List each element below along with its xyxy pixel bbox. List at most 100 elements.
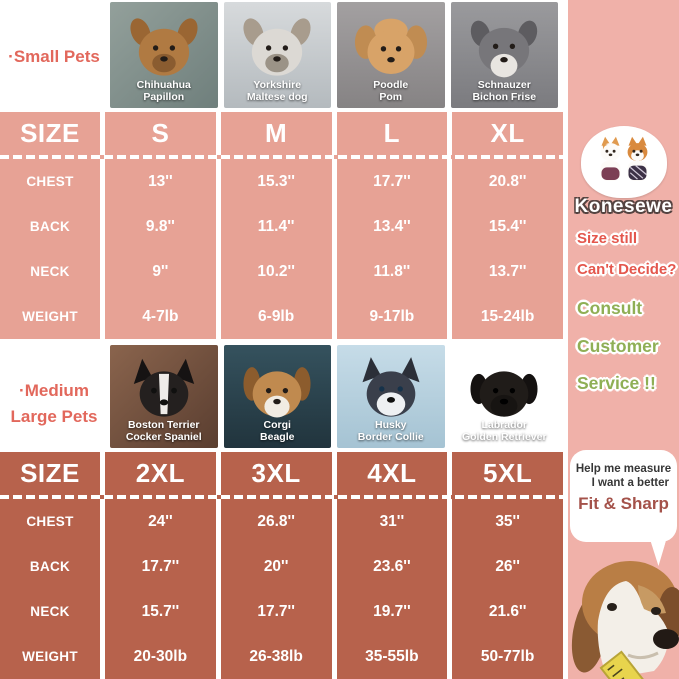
cell-value: 15-24lb bbox=[452, 294, 563, 339]
cell-value: 19.7'' bbox=[336, 589, 448, 634]
cell-value: 9'' bbox=[105, 249, 216, 294]
cell-value: 50-77lb bbox=[452, 634, 563, 679]
caption-line: Corgi bbox=[263, 418, 291, 431]
cell-value: 11.8'' bbox=[336, 249, 448, 294]
bubble-line: Help me measure bbox=[575, 463, 672, 475]
photo-chihuahua-papillon: Chihuahua Papillon bbox=[110, 2, 218, 108]
cell-value: 6-9lb bbox=[220, 294, 332, 339]
photo-caption: Schnauzer Bichon Frise bbox=[451, 79, 559, 104]
header-cell-m: M bbox=[220, 112, 332, 155]
caption-line: Cocker Spaniel bbox=[125, 431, 202, 444]
cell-value: 17.7'' bbox=[336, 159, 448, 204]
header-cell-2xl: 2XL bbox=[105, 452, 216, 495]
photo-caption: Labrador Golden Retriever bbox=[451, 419, 559, 444]
row-label: WEIGHT bbox=[0, 634, 100, 679]
table-row-back: BACK 9.8'' 11.4'' 13.4'' 15.4'' bbox=[0, 204, 563, 249]
brand-name: Konesewe bbox=[574, 196, 673, 217]
cell-value: 26.8'' bbox=[220, 499, 332, 544]
photo-yorkshire-maltese: Yorkshire Maltese dog bbox=[223, 2, 332, 108]
table-header-row: SIZE S M L XL bbox=[0, 112, 563, 155]
row-label: WEIGHT bbox=[0, 294, 100, 339]
size-table-large: SIZE 2XL 3XL 4XL 5XL CHEST 24'' 26.8'' 3… bbox=[0, 452, 563, 679]
cell-value: 15.7'' bbox=[105, 589, 216, 634]
cell-value: 20-30lb bbox=[105, 634, 216, 679]
photo-boston-terrier-cocker-spaniel: Boston Terrier Cocker Spaniel bbox=[110, 345, 218, 448]
dashed-divider bbox=[0, 155, 563, 159]
caption-line: Poodle bbox=[373, 78, 409, 91]
section-label-small-pets: ·Small Pets bbox=[2, 44, 106, 70]
bubble-line: I want a better bbox=[591, 477, 669, 489]
row-label: BACK bbox=[0, 544, 100, 589]
caption-line: Yorkshire bbox=[253, 78, 302, 91]
dashed-divider bbox=[0, 495, 563, 499]
cell-value: 24'' bbox=[105, 499, 216, 544]
table-row-chest: CHEST 24'' 26.8'' 31'' 35'' bbox=[0, 499, 563, 544]
size-still-text: Size still bbox=[577, 230, 638, 247]
photo-caption: Corgi Beagle bbox=[224, 419, 332, 444]
row-label: NECK bbox=[0, 589, 100, 634]
cell-value: 20.8'' bbox=[452, 159, 563, 204]
dog-face-icon bbox=[243, 18, 311, 77]
section-label-text: ·Medium bbox=[19, 381, 89, 400]
dog-face-icon bbox=[470, 371, 538, 417]
photo-husky-border-collie: Husky Border Collie bbox=[337, 345, 445, 448]
cell-value: 26'' bbox=[452, 544, 563, 589]
cell-value: 31'' bbox=[336, 499, 448, 544]
service-text: Service !! bbox=[577, 373, 656, 393]
cell-value: 10.2'' bbox=[220, 249, 332, 294]
dog-face-icon bbox=[362, 357, 420, 417]
header-cell-4xl: 4XL bbox=[336, 452, 448, 495]
cell-value: 4-7lb bbox=[105, 294, 216, 339]
cell-value: 23.6'' bbox=[336, 544, 448, 589]
cell-value: 26-38lb bbox=[220, 634, 332, 679]
customer-text: Customer bbox=[577, 336, 659, 356]
cant-decide-text: Can't Decide? bbox=[577, 261, 677, 278]
cell-value: 13'' bbox=[105, 159, 216, 204]
header-cell-s: S bbox=[105, 112, 216, 155]
table-row-weight: WEIGHT 20-30lb 26-38lb 35-55lb 50-77lb bbox=[0, 634, 563, 679]
photo-caption: Poodle Pom bbox=[337, 79, 445, 104]
dog-face-icon bbox=[133, 359, 194, 417]
photo-labrador-golden-retriever: Labrador Golden Retriever bbox=[451, 345, 559, 448]
dog-face-icon bbox=[130, 18, 198, 77]
caption-line: Boston Terrier bbox=[127, 418, 200, 431]
consult-text: Consult bbox=[577, 298, 643, 318]
section-label-medium-large-pets: ·Medium Large Pets bbox=[2, 378, 106, 429]
caption-line: Border Collie bbox=[357, 431, 424, 444]
caption-line: Beagle bbox=[260, 431, 295, 444]
table-row-back: BACK 17.7'' 20'' 23.6'' 26'' bbox=[0, 544, 563, 589]
row-label: BACK bbox=[0, 204, 100, 249]
header-cell-xl: XL bbox=[452, 112, 563, 155]
caption-line: Bichon Frise bbox=[472, 91, 537, 104]
cell-value: 17.7'' bbox=[220, 589, 332, 634]
section-label-text: ·Small Pets bbox=[8, 47, 100, 66]
cell-value: 35-55lb bbox=[336, 634, 448, 679]
bubble-fit-sharp: Fit & Sharp bbox=[578, 494, 669, 513]
caption-line: Golden Retriever bbox=[461, 431, 547, 444]
photo-schnauzer-bichon-frise: Schnauzer Bichon Frise bbox=[450, 2, 559, 108]
section-label-text: Large Pets bbox=[10, 406, 98, 426]
medium-large-pets-photo-row: Boston Terrier Cocker Spaniel Corgi Beag… bbox=[110, 345, 558, 448]
caption-line: Schnauzer bbox=[477, 78, 531, 91]
row-label: CHEST bbox=[0, 499, 100, 544]
row-label: CHEST bbox=[0, 159, 100, 204]
small-pets-photo-row: Chihuahua Papillon Yorkshire Maltese dog bbox=[110, 2, 558, 108]
photo-corgi-beagle: Corgi Beagle bbox=[223, 345, 332, 448]
table-row-neck: NECK 9'' 10.2'' 11.8'' 13.7'' bbox=[0, 249, 563, 294]
caption-line: Papillon bbox=[143, 91, 185, 104]
photo-caption: Yorkshire Maltese dog bbox=[224, 79, 332, 104]
cell-value: 15.4'' bbox=[452, 204, 563, 249]
header-cell-3xl: 3XL bbox=[220, 452, 332, 495]
photo-caption: Chihuahua Papillon bbox=[110, 79, 218, 104]
header-cell-size: SIZE bbox=[0, 112, 100, 155]
header-cell-l: L bbox=[336, 112, 448, 155]
cell-value: 9-17lb bbox=[336, 294, 448, 339]
cell-value: 9.8'' bbox=[105, 204, 216, 249]
caption-line: Chihuahua bbox=[136, 78, 191, 91]
caption-line: Husky bbox=[374, 418, 407, 431]
header-cell-5xl: 5XL bbox=[452, 452, 563, 495]
photo-caption: Boston Terrier Cocker Spaniel bbox=[110, 419, 218, 444]
photo-poodle-pom: Poodle Pom bbox=[337, 2, 445, 108]
table-row-weight: WEIGHT 4-7lb 6-9lb 9-17lb 15-24lb bbox=[0, 294, 563, 339]
